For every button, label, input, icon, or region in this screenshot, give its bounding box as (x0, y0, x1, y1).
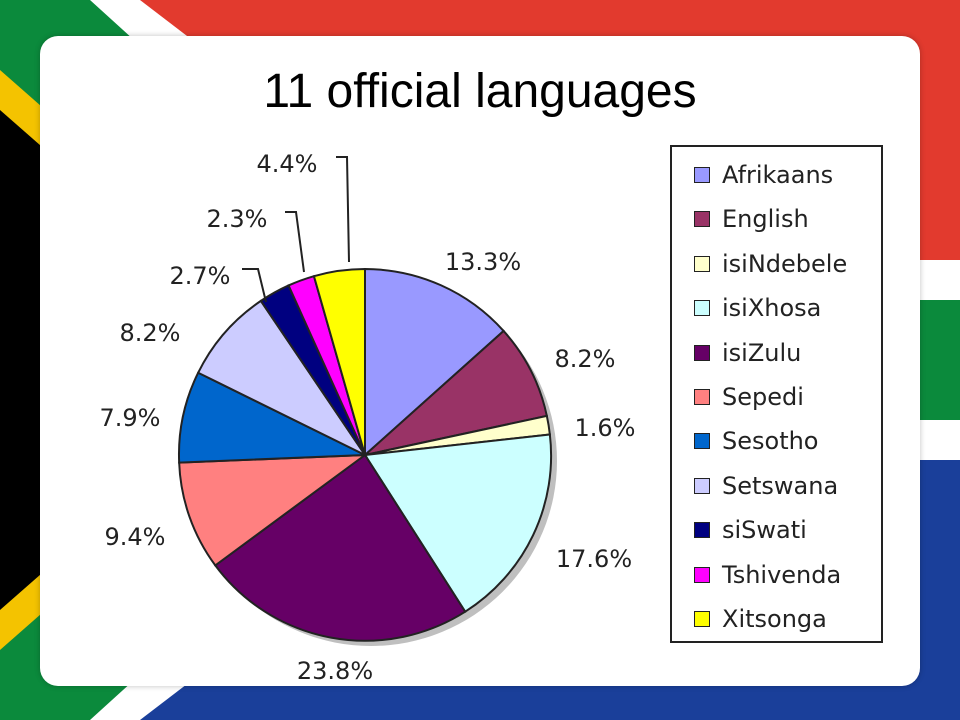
legend-item-isindebele: isiNdebele (672, 242, 881, 286)
legend-item-isizulu: isiZulu (672, 331, 881, 375)
data-label-english: 8.2% (555, 345, 616, 373)
pie-slice-sepedi (178, 453, 369, 567)
data-label-isixhosa: 17.6% (556, 545, 632, 573)
pie-slice-english (361, 329, 549, 457)
legend-item-afrikaans: Afrikaans (672, 153, 881, 197)
data-label-isindebele: 1.6% (575, 414, 636, 442)
data-label-setswana: 8.2% (120, 319, 181, 347)
legend-swatch (694, 167, 710, 183)
pie-slice-sesotho (177, 371, 366, 464)
legend-label: isiXhosa (722, 294, 822, 323)
legend-label: Setswana (722, 471, 839, 500)
data-label-xitsonga: 4.4% (257, 150, 318, 178)
pie-slice-afrikaans (364, 267, 506, 458)
data-label-sepedi: 9.4% (105, 523, 166, 551)
data-label-isizulu: 23.8% (297, 657, 373, 685)
pie-slice-setswana (196, 299, 368, 458)
legend-item-english: English (672, 197, 881, 241)
legend-label: Sesotho (722, 427, 819, 456)
pie-slice-xitsonga (312, 267, 366, 456)
slide-title: 11 official languages (263, 65, 697, 118)
legend-label: Xitsonga (722, 605, 827, 633)
legend-item-isixhosa: isiXhosa (672, 286, 881, 330)
legend-swatch (694, 433, 710, 450)
legend-swatch (694, 300, 710, 317)
legend-swatch (694, 477, 710, 494)
legend-item-setswana: Setswana (672, 464, 881, 508)
legend-label: isiZulu (722, 338, 802, 367)
legend-swatch (694, 566, 710, 583)
data-label-sesotho: 7.9% (100, 404, 161, 432)
legend-swatch (694, 211, 710, 228)
data-label-tshivenda: 2.3% (207, 205, 268, 233)
legend-label: siSwati (722, 516, 807, 545)
legend-swatch (694, 522, 710, 539)
legend-label: Afrikaans (722, 161, 834, 189)
data-label-siswati: 2.7% (170, 262, 231, 290)
leader-line-tshivenda (285, 211, 305, 273)
legend-label: Tshivenda (722, 560, 842, 589)
leader-line-siswati (242, 268, 267, 303)
chart-legend: Afrikaans English isiNdebele isiXhosa isiZul… (670, 145, 883, 643)
legend-swatch (694, 255, 710, 272)
legend-swatch (694, 389, 710, 405)
legend-label: Sepedi (722, 383, 804, 411)
legend-item-xitsonga: Xitsonga (672, 597, 881, 641)
legend-label: isiNdebele (722, 249, 848, 278)
legend-item-sesotho: Sesotho (672, 419, 881, 463)
legend-label: English (722, 205, 809, 234)
legend-item-siswati: siSwati (672, 508, 881, 552)
data-label-afrikaans: 13.3% (445, 248, 521, 276)
legend-swatch (694, 611, 710, 627)
legend-item-tshivenda: Tshivenda (672, 553, 881, 597)
pie-slice-isizulu (213, 453, 467, 642)
leader-line-xitsonga (336, 156, 350, 263)
legend-item-sepedi: Sepedi (672, 375, 881, 419)
pie-slice-isixhosa (363, 433, 553, 614)
legend-swatch (694, 344, 710, 361)
